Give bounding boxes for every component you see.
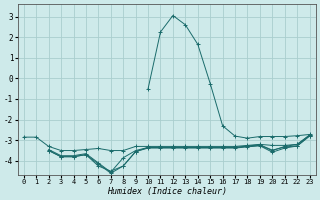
X-axis label: Humidex (Indice chaleur): Humidex (Indice chaleur) (107, 187, 227, 196)
